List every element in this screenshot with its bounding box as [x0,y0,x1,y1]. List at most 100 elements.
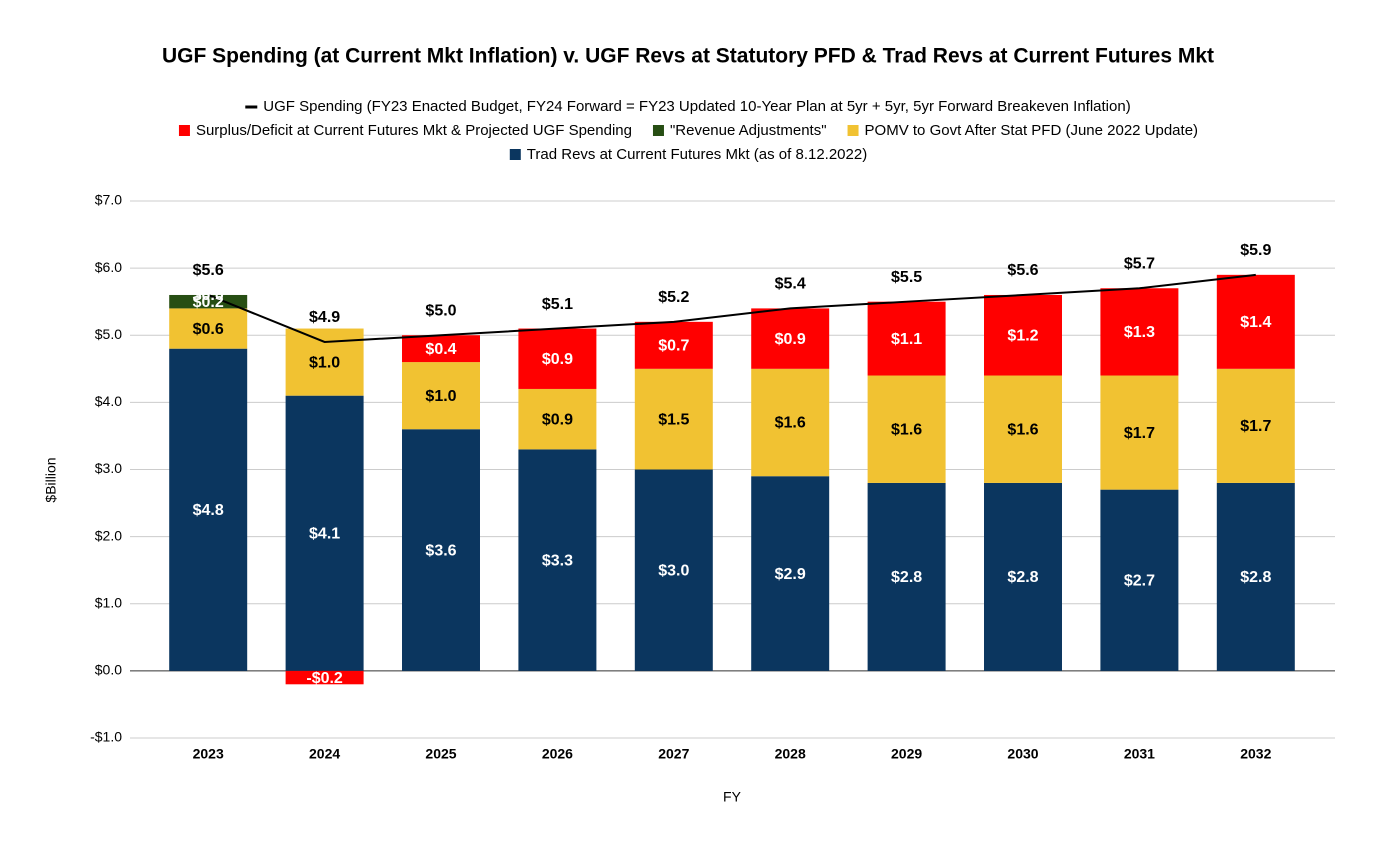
y-tick-label: $1.0 [95,594,122,610]
data-label: $5.5 [891,269,922,286]
data-label: $5.0 [425,302,456,319]
bar-segment [169,308,248,349]
data-label: $3.6 [425,542,456,559]
data-label: $0.0 [193,287,224,304]
bar-segment [867,482,946,671]
x-tick-label: 2026 [542,746,573,762]
legend-label: "Revenue Adjustments" [670,122,827,139]
bar-segment [867,375,946,483]
data-label: -$0.2 [306,670,343,687]
data-label: $2.7 [1124,572,1155,589]
bar-segment [1216,482,1295,671]
bar-segment [751,368,830,477]
data-label: $5.1 [542,296,573,313]
data-label: $5.6 [1007,262,1038,279]
bar-segment [984,482,1062,671]
legend-row: Trad Revs at Current Futures Mkt (as of … [509,146,867,163]
y-tick-label: $2.0 [95,527,122,543]
legend-label: POMV to Govt After Stat PFD (June 2022 U… [865,122,1199,139]
y-tick-label: $0.0 [95,662,122,678]
data-label: $5.6 [193,262,224,279]
chart-title: UGF Spending (at Current Mkt Inflation) … [162,45,1214,68]
x-tick-label: 2027 [658,746,689,762]
bar-segment [751,308,830,369]
bar-segment [518,388,597,450]
bar-segment [1100,288,1179,376]
data-label: $5.4 [775,276,806,293]
bar-segment [634,321,713,369]
x-tick-label: 2023 [193,746,224,762]
data-label: $0.9 [542,411,573,428]
legend-swatch [847,125,859,136]
data-label: $2.8 [891,569,922,586]
x-axis-label: FY [723,789,742,805]
legend-swatch [509,149,521,160]
y-tick-label: $5.0 [95,326,122,342]
data-label: $2.9 [775,566,806,583]
data-label: $2.8 [1007,569,1038,586]
data-label: $1.0 [425,388,456,405]
data-label: $1.2 [1007,327,1038,344]
legend-swatch [178,125,190,136]
x-tick-label: 2024 [309,746,340,762]
line-series [207,273,1256,343]
bar-segment [1100,375,1179,490]
bar-segment [1216,368,1295,483]
data-label: $1.6 [775,415,806,432]
data-label: $1.4 [1240,314,1271,331]
bar-segment [285,395,364,671]
bar-segment [984,294,1062,376]
y-tick-label: $6.0 [95,259,122,275]
data-label: $4.8 [193,502,224,519]
data-label: $1.7 [1240,418,1271,435]
data-label: $3.0 [658,562,689,579]
data-label: $3.3 [542,552,573,569]
data-label: $1.0 [309,354,340,371]
data-label: $0.9 [775,331,806,348]
y-tick-label: $4.0 [95,393,122,409]
data-label: $5.7 [1124,255,1155,272]
legend: UGF Spending (FY23 Enacted Budget, FY24 … [178,98,1199,163]
data-label: $1.5 [658,411,689,428]
data-label: $1.6 [1007,421,1038,438]
legend-row: Surplus/Deficit at Current Futures Mkt &… [178,122,1199,139]
legend-row: UGF Spending (FY23 Enacted Budget, FY24 … [245,98,1131,115]
legend-swatch [652,125,664,136]
legend-label: UGF Spending (FY23 Enacted Budget, FY24 … [263,98,1130,115]
bar-segment [634,469,713,671]
y-tick-label: $3.0 [95,460,122,476]
bar-segment [402,429,480,671]
x-tick-label: 2029 [891,746,922,762]
data-label: $4.9 [309,309,340,326]
data-label: $5.2 [658,289,689,306]
data-label: $0.7 [658,338,689,355]
bar-segment [751,476,830,671]
data-label: $2.8 [1240,569,1271,586]
data-label: $1.1 [891,331,922,348]
y-tick-label: -$1.0 [90,729,122,745]
bar-segment [518,449,597,671]
y-tick-label: $7.0 [95,192,122,208]
data-label: $0.4 [425,341,456,358]
data-label: $1.6 [891,421,922,438]
data-label: $0.9 [542,351,573,368]
data-label: $1.3 [1124,324,1155,341]
bar-segment [169,348,248,671]
x-tick-label: 2025 [425,746,456,762]
data-label: $0.6 [193,321,224,338]
legend-label: Surplus/Deficit at Current Futures Mkt &… [196,122,632,139]
bar-segment [402,335,480,363]
x-tick-label: 2030 [1007,746,1038,762]
bar-segment [984,375,1062,483]
data-label: $0.2 [193,294,224,311]
y-axis-label: $Billion [43,457,59,502]
bar-segment [518,328,597,389]
data-label: $5.9 [1240,242,1271,259]
data-label: $1.7 [1124,425,1155,442]
x-tick-label: 2032 [1240,746,1271,762]
bar-segment [169,294,248,309]
bar-segment [867,301,946,376]
bar-segment [634,368,713,470]
bar-segment [285,670,364,685]
